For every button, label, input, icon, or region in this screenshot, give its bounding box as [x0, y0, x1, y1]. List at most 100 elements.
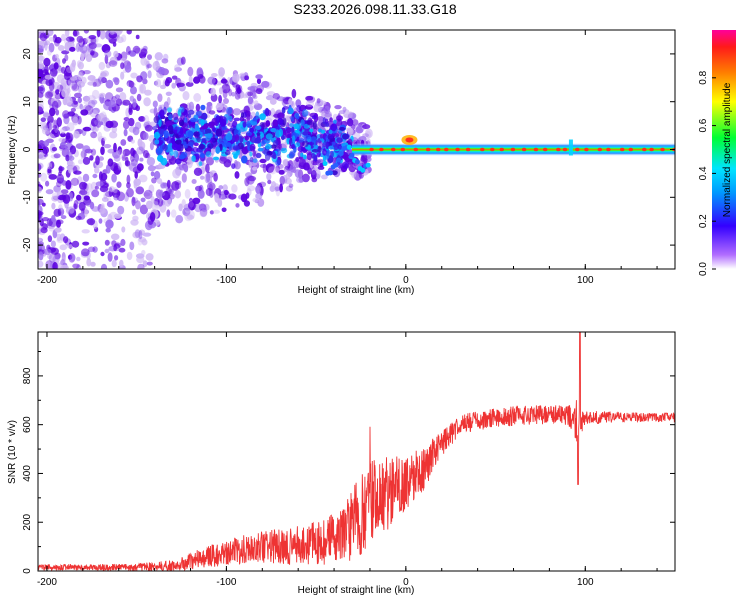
spectrogram-noise-point	[53, 62, 59, 70]
spectrogram-noise-point	[105, 219, 114, 229]
spectrogram-noise-point	[47, 134, 53, 140]
snr-plot-area	[38, 332, 675, 571]
spectrogram-cluster-point	[163, 130, 169, 139]
spectrogram-noise-point	[65, 180, 72, 190]
spectrogram-noise-point	[104, 50, 112, 58]
spectrogram-noise-point	[117, 161, 122, 171]
spectrogram-noise-point	[147, 165, 156, 172]
spectrogram-cluster-point	[200, 104, 206, 111]
spectrogram-carrier-peak	[425, 147, 431, 152]
spectrogram-noise-point	[52, 124, 58, 130]
spectrogram-noise-point	[296, 176, 305, 184]
spectrogram-noise-point	[171, 82, 176, 89]
spectrogram-noise-point	[316, 98, 321, 104]
spectrogram-cluster-point	[265, 133, 273, 140]
spectrogram-cluster-point	[289, 123, 294, 128]
spectrogram-cluster-point	[289, 144, 293, 149]
spectrogram-noise-point	[81, 182, 87, 189]
spectrogram-noise-point	[60, 141, 66, 149]
spectrogram-transition-point	[360, 167, 366, 173]
spectrogram-cluster-point	[215, 146, 221, 154]
spectrogram-cluster-point	[280, 147, 288, 154]
spectrogram-noise-point	[91, 76, 96, 87]
spectrogram-cluster-point	[178, 106, 185, 113]
spectrogram-noise-point	[205, 163, 210, 173]
spectrogram-carrier-peak	[620, 147, 625, 152]
spectrogram-cluster-point	[333, 119, 337, 125]
spectrogram-noise-point	[90, 131, 98, 139]
spectrogram-cluster-point	[231, 120, 238, 128]
spectrogram-noise-point	[208, 78, 212, 83]
spectrogram-noise-point	[151, 201, 161, 211]
spectrogram-noise-point	[48, 227, 55, 232]
spectrogram-noise-point	[51, 128, 58, 135]
spectrogram-noise-point	[205, 187, 213, 197]
spectrogram-cluster-point	[193, 142, 199, 147]
spectrogram-cluster-point	[305, 134, 311, 140]
spectrogram-noise-point	[178, 164, 188, 171]
spectrogram-noise-point	[113, 142, 117, 153]
spectrogram-noise-point	[82, 126, 92, 132]
spectrogram-cluster-point	[233, 117, 241, 122]
spectrogram-noise-point	[148, 184, 155, 194]
spectrogram-noise-point	[55, 109, 60, 116]
spectrogram-noise-point	[234, 171, 240, 179]
spectrogram-noise-point	[92, 173, 98, 179]
spectrogram-noise-point	[79, 44, 88, 54]
spectrogram-noise-point	[175, 215, 184, 224]
spectrogram-noise-point	[38, 54, 44, 63]
spectrogram-noise-point	[68, 205, 75, 214]
spectrogram-noise-point	[109, 56, 118, 66]
spectrogram-noise-point	[110, 30, 119, 34]
spectrogram-cluster-point	[318, 128, 322, 133]
spectrogram-cluster-point	[245, 121, 251, 127]
spectrogram-cluster-point	[169, 130, 174, 135]
spectrogram-x-tick-label: 0	[403, 275, 409, 286]
snr-y-tick-label: 400	[22, 465, 33, 482]
spectrogram-cluster-point	[167, 107, 172, 113]
spectrogram-noise-point	[140, 57, 148, 66]
spectrogram-noise-point	[70, 254, 76, 262]
spectrogram-noise-point	[218, 95, 223, 104]
spectrogram-noise-point	[235, 203, 240, 208]
spectrogram-transition-point	[336, 157, 342, 163]
spectrogram-noise-point	[44, 40, 48, 51]
spectrogram-noise-point	[77, 72, 84, 81]
spectrogram-noise-point	[317, 165, 325, 170]
spectrogram-noise-point	[251, 94, 258, 100]
spectrogram-cluster-point	[310, 136, 317, 143]
spectrogram-noise-point	[133, 178, 141, 187]
spectrogram-cluster-point	[158, 119, 162, 127]
spectrogram-noise-point	[82, 156, 91, 165]
spectrogram-noise-point	[119, 259, 124, 268]
spectrogram-noise-point	[295, 161, 300, 168]
spectrogram-noise-point	[151, 177, 157, 184]
spectrogram-noise-point	[213, 172, 218, 182]
spectrogram-carrier-peak	[543, 147, 548, 152]
spectrogram-noise-point	[52, 255, 60, 264]
spectrogram-noise-point	[49, 107, 56, 117]
spectrogram-carrier-peak	[436, 147, 441, 152]
spectrogram-noise-point	[78, 201, 86, 211]
spectrogram-noise-point	[98, 112, 105, 122]
spectrogram-noise-point	[69, 76, 78, 81]
spectrogram-noise-point	[46, 121, 51, 129]
spectrogram-cluster-point	[275, 129, 280, 138]
spectrogram-noise-point	[65, 132, 71, 140]
spectrogram-noise-point	[210, 87, 216, 96]
spectrogram-cluster-point	[175, 158, 182, 165]
spectrogram-noise-point	[356, 138, 362, 145]
spectrogram-noise-point	[48, 82, 55, 91]
spectrogram-x-tick-label: 100	[577, 275, 594, 286]
spectrogram-noise-point	[42, 146, 49, 155]
spectrogram-noise-point	[51, 192, 60, 199]
spectrogram-cluster-point	[250, 121, 258, 126]
spectrogram-noise-point	[107, 158, 114, 167]
spectrogram-noise-point	[239, 72, 246, 77]
spectrogram-noise-point	[51, 254, 56, 260]
spectrogram-noise-point	[76, 256, 81, 262]
spectrogram-noise-point	[81, 248, 90, 257]
spectrogram-noise-point	[351, 119, 359, 126]
spectrogram-noise-point	[105, 191, 113, 198]
